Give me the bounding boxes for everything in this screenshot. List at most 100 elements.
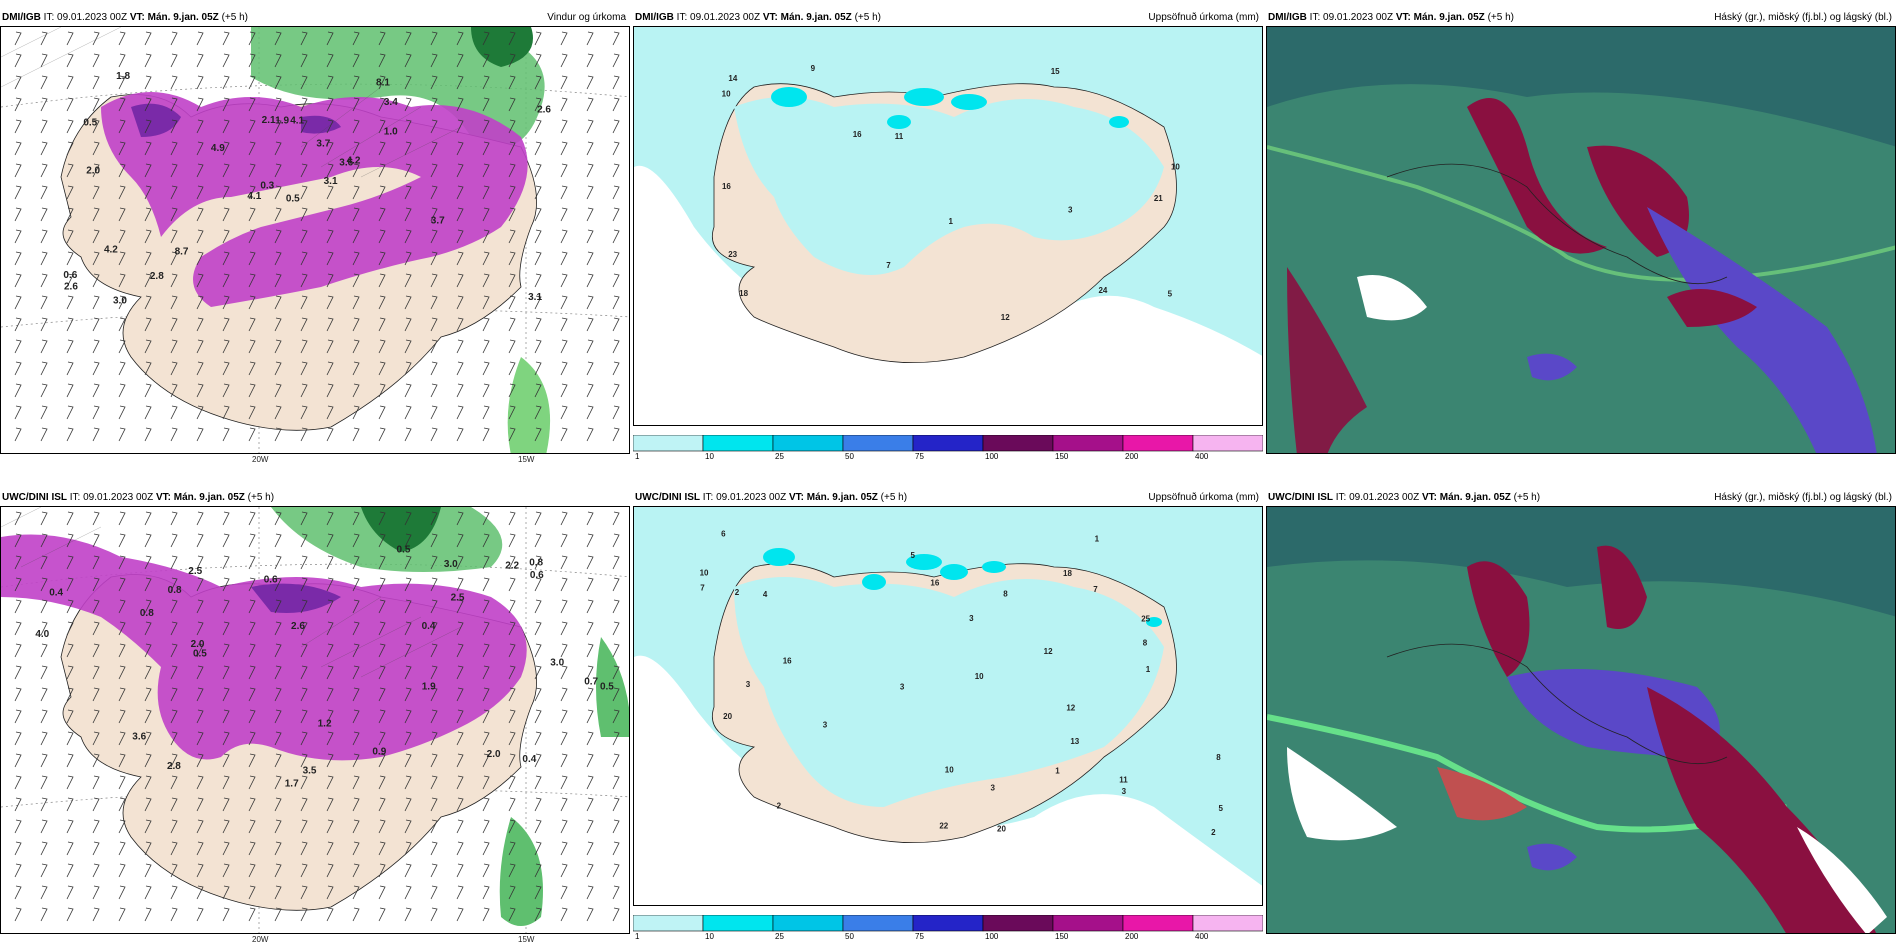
wind-barb bbox=[40, 251, 48, 266]
wind-barb bbox=[430, 251, 438, 266]
wind-barb bbox=[66, 405, 74, 420]
wind-barb bbox=[560, 819, 568, 834]
wind-barb bbox=[222, 885, 230, 900]
wind-barb bbox=[430, 317, 438, 332]
wind-barb bbox=[534, 427, 542, 442]
wind-barb bbox=[144, 163, 152, 178]
precip-colorbar: 1 10 25 50 75 100 150 200 400 bbox=[632, 434, 1264, 461]
wind-barb bbox=[482, 885, 490, 900]
wind-barb bbox=[326, 163, 334, 178]
wind-barb bbox=[144, 841, 152, 856]
wind-barb bbox=[14, 621, 22, 636]
wind-barb bbox=[534, 511, 542, 526]
value-label: 0.7 bbox=[584, 677, 598, 688]
wind-barb bbox=[612, 251, 620, 266]
wind-barb bbox=[482, 753, 490, 768]
wind-barb bbox=[508, 731, 516, 746]
wind-barb bbox=[456, 599, 464, 614]
wind-barb bbox=[430, 361, 438, 376]
wind-barb bbox=[196, 709, 204, 724]
wind-barb bbox=[456, 361, 464, 376]
wind-barb bbox=[40, 163, 48, 178]
wind-barb bbox=[222, 621, 230, 636]
wind-barb bbox=[248, 361, 256, 376]
wind-barb bbox=[560, 599, 568, 614]
wind-barb bbox=[196, 207, 204, 222]
wind-barb bbox=[118, 207, 126, 222]
value-label: 0.4 bbox=[49, 588, 63, 599]
wind-barb bbox=[118, 533, 126, 548]
wind-barb bbox=[144, 53, 152, 68]
wind-barb bbox=[40, 731, 48, 746]
wind-barb bbox=[326, 273, 334, 288]
wind-barb bbox=[40, 753, 48, 768]
wind-barb bbox=[222, 75, 230, 90]
wind-barb bbox=[222, 339, 230, 354]
wind-barb bbox=[40, 621, 48, 636]
colorbar-swatch bbox=[982, 434, 1054, 452]
wind-barb bbox=[508, 907, 516, 922]
value-label: 10 bbox=[1171, 162, 1180, 171]
wind-barb bbox=[404, 555, 412, 570]
wind-barb bbox=[352, 665, 360, 680]
wind-barb bbox=[326, 797, 334, 812]
wind-barb bbox=[144, 885, 152, 900]
wind-barb bbox=[352, 185, 360, 200]
wind-barb bbox=[196, 665, 204, 680]
wind-barb bbox=[430, 709, 438, 724]
wind-barb bbox=[456, 643, 464, 658]
value-label: 1.8 bbox=[116, 71, 130, 82]
wind-barb bbox=[326, 97, 334, 112]
wind-barb bbox=[508, 273, 516, 288]
wind-barb bbox=[144, 427, 152, 442]
wind-barb bbox=[274, 141, 282, 156]
cloud-map bbox=[1266, 26, 1896, 454]
colorbar-swatch bbox=[632, 914, 704, 932]
wind-barb bbox=[326, 599, 334, 614]
wind-barb bbox=[430, 97, 438, 112]
wind-barb bbox=[274, 361, 282, 376]
wind-barb bbox=[66, 251, 74, 266]
wind-barb bbox=[612, 97, 620, 112]
wind-barb bbox=[300, 141, 308, 156]
wind-barb bbox=[14, 31, 22, 46]
wind-barb bbox=[222, 907, 230, 922]
wind-barb bbox=[352, 339, 360, 354]
wind-barb bbox=[118, 621, 126, 636]
wind-barb bbox=[14, 427, 22, 442]
value-label: 2.1 bbox=[262, 115, 276, 126]
wind-barb bbox=[404, 97, 412, 112]
value-label: 16 bbox=[930, 578, 939, 587]
wind-barb bbox=[144, 295, 152, 310]
wind-barb bbox=[404, 621, 412, 636]
wind-barb bbox=[534, 753, 542, 768]
wind-barb bbox=[170, 643, 178, 658]
wind-barb bbox=[222, 753, 230, 768]
wind-barb bbox=[92, 885, 100, 900]
wind-barb bbox=[456, 53, 464, 68]
colorbar-label: 25 bbox=[775, 932, 784, 941]
wind-barb bbox=[118, 427, 126, 442]
wind-barb bbox=[40, 427, 48, 442]
value-label: 2.6 bbox=[64, 281, 78, 292]
wind-barb bbox=[300, 427, 308, 442]
wind-barb bbox=[586, 361, 594, 376]
wind-barb bbox=[482, 731, 490, 746]
wind-barb bbox=[196, 163, 204, 178]
colorbar-label: 200 bbox=[1125, 452, 1139, 461]
wind-barb bbox=[586, 163, 594, 178]
wind-barb bbox=[196, 687, 204, 702]
wind-barb bbox=[612, 665, 620, 680]
wind-barb bbox=[612, 753, 620, 768]
wind-barb bbox=[534, 75, 542, 90]
wind-barb bbox=[378, 251, 386, 266]
wind-barb bbox=[534, 555, 542, 570]
value-label: 2.8 bbox=[167, 761, 181, 772]
wind-barb bbox=[14, 185, 22, 200]
colorbar-swatch bbox=[1192, 914, 1264, 932]
wind-barb bbox=[248, 753, 256, 768]
wind-barb bbox=[404, 295, 412, 310]
wind-barb bbox=[586, 775, 594, 790]
wind-barb bbox=[300, 185, 308, 200]
wind-barb bbox=[352, 511, 360, 526]
